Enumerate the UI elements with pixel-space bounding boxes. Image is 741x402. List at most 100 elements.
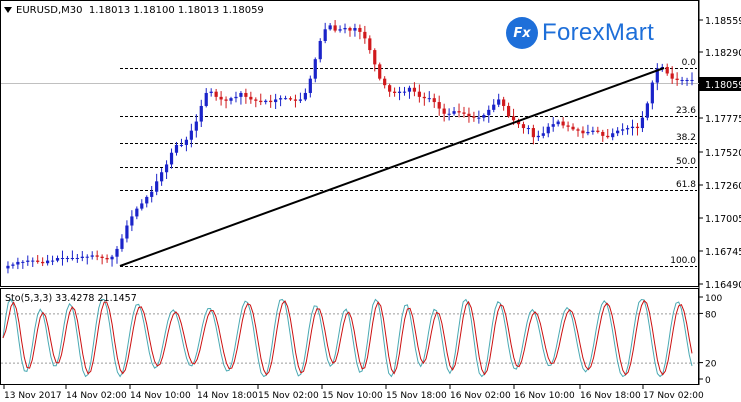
candle-body bbox=[497, 99, 501, 105]
candle-body bbox=[388, 85, 392, 92]
candle-body bbox=[457, 111, 461, 113]
candle-body bbox=[36, 260, 40, 262]
candle-body bbox=[169, 152, 174, 165]
time-tick-label: 17 Nov 02:00 bbox=[643, 391, 704, 401]
candle-body bbox=[65, 258, 70, 260]
candle-body bbox=[80, 256, 84, 259]
candle-body bbox=[259, 100, 263, 103]
candle-body bbox=[46, 260, 50, 264]
candle-body bbox=[541, 133, 545, 136]
candle-body bbox=[392, 91, 397, 93]
fx-logo-icon: Fx bbox=[506, 17, 538, 49]
candle-body bbox=[164, 164, 169, 173]
candle-body bbox=[288, 98, 293, 100]
stochastic-axis: 100 80 20 0 bbox=[699, 294, 722, 386]
candle-body bbox=[640, 117, 645, 129]
candle-body bbox=[521, 124, 526, 129]
candle-body bbox=[591, 130, 595, 132]
candle-body bbox=[358, 27, 362, 32]
candle-body bbox=[536, 135, 540, 138]
candle-body bbox=[328, 25, 332, 30]
candle-body bbox=[85, 256, 89, 258]
price-tick-label: 1.18559 bbox=[705, 16, 741, 27]
time-tick-label: 13 Nov 2017 bbox=[4, 391, 62, 401]
candle-body bbox=[26, 260, 30, 262]
candle-body bbox=[402, 91, 407, 93]
candle-body bbox=[502, 99, 506, 106]
candle-body bbox=[690, 79, 694, 81]
candle-body bbox=[546, 126, 550, 134]
candle-body bbox=[596, 130, 600, 132]
candle-body bbox=[368, 38, 372, 51]
candle-body bbox=[274, 99, 278, 103]
candle-body bbox=[576, 129, 580, 131]
candle-body bbox=[561, 121, 565, 126]
indicator-label: Sto(5,3,3) 33.4278 21.1457 bbox=[5, 293, 137, 304]
candle-body bbox=[234, 96, 238, 99]
candle-body bbox=[606, 135, 610, 138]
candle-body bbox=[665, 66, 669, 74]
symbol-info: EURUSD,M30 1.18013 1.18100 1.18013 1.180… bbox=[16, 5, 264, 16]
time-axis: 13 Nov 2017 14 Nov 02:00 14 Nov 10:00 14 No… bbox=[3, 385, 704, 401]
candle-body bbox=[110, 256, 114, 260]
candle-body bbox=[323, 29, 327, 41]
time-tick-label: 15 Nov 02:00 bbox=[258, 391, 319, 401]
price-tick-label: 1.17520 bbox=[705, 148, 741, 159]
candle-body bbox=[214, 91, 218, 97]
candle-body bbox=[11, 264, 15, 266]
candle-body bbox=[586, 131, 590, 134]
time-tick-label: 14 Nov 02:00 bbox=[66, 391, 127, 401]
candle-body bbox=[611, 133, 615, 138]
candle-body bbox=[269, 100, 273, 103]
candle-body bbox=[60, 258, 65, 260]
candle-body bbox=[55, 258, 60, 261]
candle-body bbox=[472, 116, 476, 118]
candle-body bbox=[427, 98, 431, 100]
candle-body bbox=[655, 68, 659, 83]
candle-body bbox=[452, 111, 456, 114]
candle-body bbox=[70, 258, 74, 260]
candle-body bbox=[313, 59, 317, 79]
trend-line[interactable] bbox=[119, 67, 665, 267]
candle-body bbox=[130, 216, 134, 226]
candle-body bbox=[338, 29, 342, 31]
candle-body bbox=[531, 128, 535, 138]
candle-body bbox=[16, 261, 20, 265]
time-tick-label: 16 Nov 18:00 bbox=[580, 391, 641, 401]
stoch-tick-label: 20 bbox=[705, 360, 717, 370]
candle-body bbox=[467, 113, 471, 117]
candle-body bbox=[293, 99, 298, 101]
price-axis: 1.18559 1.18290 1.18059 1.17775 1.17520 1.172… bbox=[699, 16, 741, 291]
candle-body bbox=[442, 108, 446, 114]
logo-text: ForexMart bbox=[542, 19, 655, 46]
candle-body bbox=[571, 126, 575, 130]
candle-body bbox=[556, 121, 560, 125]
candle-body bbox=[41, 261, 45, 264]
fib-level-label: 61.8 bbox=[676, 180, 696, 190]
stoch-tick-label: 80 bbox=[705, 310, 717, 320]
candle-body bbox=[492, 104, 496, 110]
candle-body bbox=[50, 260, 55, 262]
candle-body bbox=[353, 27, 357, 31]
candle-body bbox=[21, 261, 25, 263]
candle-body bbox=[31, 260, 35, 262]
candle-body bbox=[283, 98, 288, 100]
stoch-signal-line bbox=[2, 299, 693, 376]
candle-body bbox=[462, 112, 466, 114]
fibonacci-retracement[interactable]: 0.0 23.6 38.2 50.0 61.8 100.0 bbox=[120, 58, 697, 267]
candle-body bbox=[194, 121, 198, 131]
chevron-down-icon[interactable] bbox=[4, 7, 12, 13]
candle-body bbox=[616, 130, 620, 134]
candle-body bbox=[383, 78, 387, 86]
price-tick-label: 1.18290 bbox=[705, 48, 741, 59]
candle-body bbox=[298, 99, 303, 101]
time-tick-label: 14 Nov 18:00 bbox=[197, 391, 258, 401]
candle-body bbox=[506, 105, 511, 117]
time-tick-label: 16 Nov 02:00 bbox=[450, 391, 511, 401]
candle-body bbox=[482, 115, 486, 118]
price-tick-label: 1.17260 bbox=[705, 181, 741, 192]
candle-body bbox=[333, 25, 337, 31]
candle-body bbox=[447, 113, 451, 115]
